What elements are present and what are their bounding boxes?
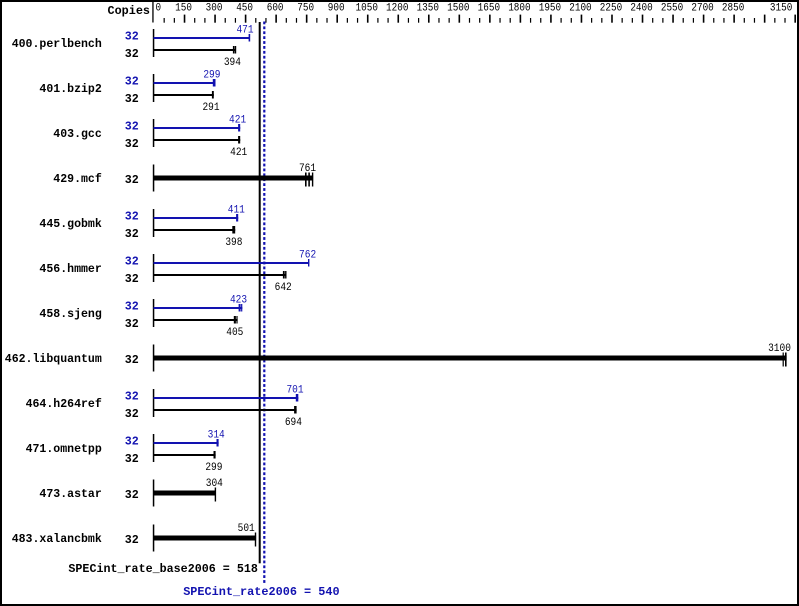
svg-text:32: 32 bbox=[125, 390, 139, 404]
svg-text:150: 150 bbox=[175, 3, 192, 15]
svg-text:471: 471 bbox=[236, 24, 253, 36]
svg-text:429.mcf: 429.mcf bbox=[53, 172, 102, 186]
svg-text:2100: 2100 bbox=[569, 3, 591, 15]
svg-text:761: 761 bbox=[299, 163, 316, 175]
svg-text:0: 0 bbox=[156, 3, 162, 15]
svg-text:32: 32 bbox=[125, 47, 139, 61]
svg-text:401.bzip2: 401.bzip2 bbox=[39, 82, 101, 96]
svg-text:464.h264ref: 464.h264ref bbox=[26, 397, 102, 411]
svg-text:304: 304 bbox=[206, 478, 223, 490]
svg-text:32: 32 bbox=[125, 227, 139, 241]
svg-text:32: 32 bbox=[125, 452, 139, 466]
svg-text:600: 600 bbox=[267, 3, 284, 15]
svg-text:403.gcc: 403.gcc bbox=[53, 127, 102, 141]
svg-text:32: 32 bbox=[125, 533, 139, 547]
svg-text:299: 299 bbox=[205, 462, 222, 474]
svg-text:701: 701 bbox=[286, 384, 303, 396]
svg-text:SPECint_rate_base2006 = 518: SPECint_rate_base2006 = 518 bbox=[68, 562, 258, 576]
svg-text:394: 394 bbox=[224, 57, 241, 69]
svg-text:32: 32 bbox=[125, 488, 139, 502]
svg-text:32: 32 bbox=[125, 75, 139, 89]
svg-text:642: 642 bbox=[275, 282, 292, 294]
svg-text:314: 314 bbox=[208, 429, 225, 441]
svg-text:32: 32 bbox=[125, 300, 139, 314]
svg-text:291: 291 bbox=[202, 102, 219, 114]
svg-text:501: 501 bbox=[238, 523, 255, 535]
svg-text:1800: 1800 bbox=[508, 3, 530, 15]
svg-text:300: 300 bbox=[206, 3, 223, 15]
svg-text:1200: 1200 bbox=[386, 3, 408, 15]
svg-text:32: 32 bbox=[125, 255, 139, 269]
svg-text:458.sjeng: 458.sjeng bbox=[39, 307, 101, 321]
svg-text:32: 32 bbox=[125, 210, 139, 224]
svg-text:32: 32 bbox=[125, 272, 139, 286]
svg-text:2850: 2850 bbox=[722, 3, 744, 15]
svg-text:473.astar: 473.astar bbox=[39, 487, 101, 501]
svg-text:445.gobmk: 445.gobmk bbox=[39, 217, 101, 231]
svg-text:1500: 1500 bbox=[447, 3, 469, 15]
svg-text:900: 900 bbox=[328, 3, 345, 15]
svg-text:32: 32 bbox=[125, 317, 139, 331]
svg-text:32: 32 bbox=[125, 137, 139, 151]
svg-text:32: 32 bbox=[125, 120, 139, 134]
svg-text:483.xalancbmk: 483.xalancbmk bbox=[12, 532, 102, 546]
svg-text:32: 32 bbox=[125, 173, 139, 187]
svg-text:32: 32 bbox=[125, 353, 139, 367]
svg-text:32: 32 bbox=[125, 30, 139, 44]
svg-text:2550: 2550 bbox=[661, 3, 683, 15]
svg-text:3100: 3100 bbox=[768, 343, 791, 355]
svg-text:411: 411 bbox=[228, 204, 245, 216]
svg-text:400.perlbench: 400.perlbench bbox=[12, 37, 102, 51]
svg-text:398: 398 bbox=[225, 237, 242, 249]
svg-text:Copies: Copies bbox=[108, 4, 151, 18]
svg-text:299: 299 bbox=[203, 69, 220, 81]
svg-text:421: 421 bbox=[230, 147, 247, 159]
svg-text:2700: 2700 bbox=[691, 3, 713, 15]
svg-text:750: 750 bbox=[297, 3, 314, 15]
svg-text:1950: 1950 bbox=[539, 3, 561, 15]
svg-text:450: 450 bbox=[236, 3, 253, 15]
svg-text:32: 32 bbox=[125, 407, 139, 421]
svg-text:471.omnetpp: 471.omnetpp bbox=[26, 442, 102, 456]
svg-text:762: 762 bbox=[299, 249, 316, 261]
svg-text:32: 32 bbox=[125, 435, 139, 449]
svg-text:1050: 1050 bbox=[356, 3, 378, 15]
svg-text:1350: 1350 bbox=[417, 3, 439, 15]
svg-text:3150: 3150 bbox=[770, 3, 792, 15]
svg-text:421: 421 bbox=[229, 114, 246, 126]
svg-text:32: 32 bbox=[125, 92, 139, 106]
svg-text:SPECint_rate2006 = 540: SPECint_rate2006 = 540 bbox=[183, 585, 339, 599]
svg-text:405: 405 bbox=[226, 327, 243, 339]
svg-text:1650: 1650 bbox=[478, 3, 500, 15]
svg-text:2250: 2250 bbox=[600, 3, 622, 15]
svg-text:2400: 2400 bbox=[630, 3, 652, 15]
svg-text:456.hmmer: 456.hmmer bbox=[39, 262, 101, 276]
svg-text:694: 694 bbox=[285, 417, 302, 429]
svg-text:423: 423 bbox=[230, 294, 247, 306]
svg-text:462.libquantum: 462.libquantum bbox=[5, 352, 102, 366]
